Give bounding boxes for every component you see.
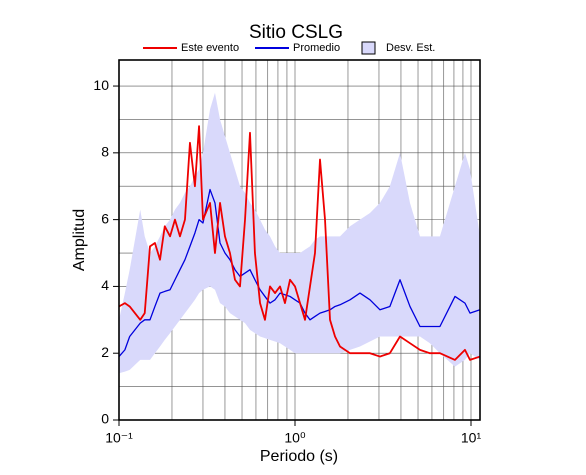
std-band	[119, 92, 480, 374]
legend-label: Promedio	[293, 42, 340, 54]
x-axis-label: Periodo (s)	[260, 448, 338, 465]
legend-label: Desv. Est.	[386, 42, 435, 54]
x-tick-label: 10⁻¹	[105, 430, 133, 446]
y-tick-label: 2	[101, 344, 109, 360]
plot-frame	[118, 59, 481, 421]
x-tick-label: 10¹	[461, 430, 482, 446]
y-tick-label: 0	[101, 411, 109, 427]
y-axis-label: Amplitud	[71, 209, 88, 271]
x-tick-label: 10⁰	[284, 430, 306, 446]
y-tick-label: 6	[101, 210, 109, 226]
chart-title: Sitio CSLG	[249, 22, 343, 43]
legend-label: Este evento	[181, 42, 239, 54]
legend-swatch	[361, 41, 376, 55]
y-tick-label: 4	[101, 277, 109, 293]
y-tick-label: 10	[93, 77, 109, 93]
y-tick-label: 8	[101, 144, 109, 160]
series-line	[118, 125, 481, 361]
